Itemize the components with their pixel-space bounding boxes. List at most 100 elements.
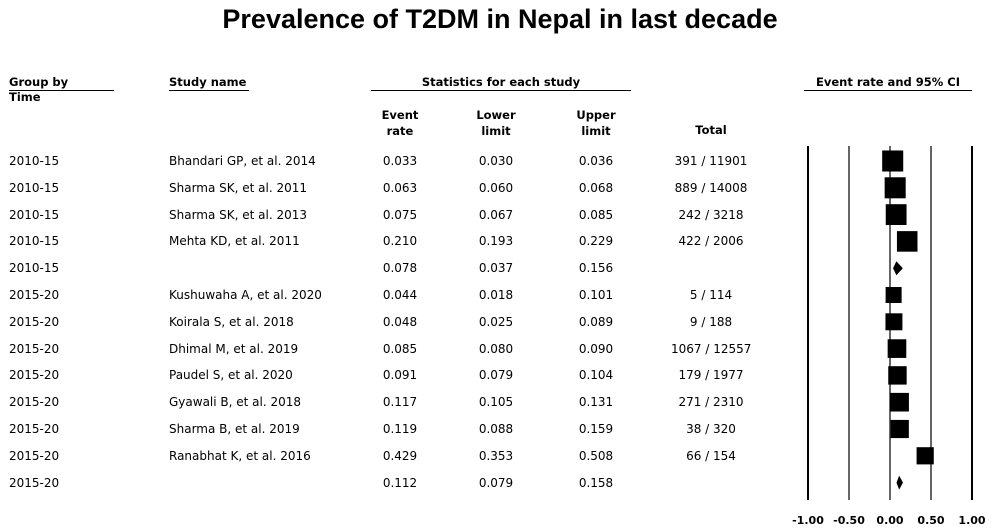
total-cell: 889 / 14008 xyxy=(674,180,748,195)
upper-limit-cell: 0.229 xyxy=(578,234,614,249)
event-rate-cell: 0.075 xyxy=(382,207,418,222)
lower-limit-header-line1: Lower xyxy=(476,108,516,122)
lower-limit-header-line2: limit xyxy=(481,124,511,138)
study-weight-square xyxy=(885,313,903,331)
lower-limit-cell: 0.067 xyxy=(478,207,514,222)
study-weight-square xyxy=(896,231,918,252)
upper-limit-cell: 0.158 xyxy=(578,475,614,490)
study-name-cell: Koirala S, et al. 2018 xyxy=(169,314,294,329)
total-cell: 66 / 154 xyxy=(686,448,736,463)
event-rate-cell: 0.063 xyxy=(382,180,418,195)
group-cell: 2015-20 xyxy=(9,368,60,383)
lower-limit-cell: 0.353 xyxy=(478,448,514,463)
lower-limit-cell: 0.037 xyxy=(478,261,514,276)
group-cell: 2015-20 xyxy=(9,341,60,356)
stats-header-label: Statistics for each study xyxy=(371,75,631,91)
lower-limit-cell: 0.080 xyxy=(478,341,514,356)
lower-limit-cell: 0.079 xyxy=(478,475,514,490)
study-weight-square xyxy=(885,204,907,225)
upper-limit-header: Upper limit xyxy=(566,107,626,139)
study-weight-square xyxy=(887,339,907,358)
group-header: Group by Time xyxy=(9,75,114,104)
event-rate-cell: 0.085 xyxy=(382,341,418,356)
lower-limit-cell: 0.060 xyxy=(478,180,514,195)
upper-limit-cell: 0.068 xyxy=(578,180,614,195)
study-name-cell: Sharma SK, et al. 2013 xyxy=(169,207,308,222)
x-tick-label: 1.00 xyxy=(958,514,986,527)
lower-limit-header: Lower limit xyxy=(466,107,526,139)
group-cell: 2010-15 xyxy=(9,154,60,168)
event-rate-cell: 0.117 xyxy=(382,395,418,410)
group-cell: 2015-20 xyxy=(9,422,60,436)
total-cell: 271 / 2310 xyxy=(678,395,744,410)
study-name-cell: Gyawali B, et al. 2018 xyxy=(169,395,302,410)
lower-limit-cell: 0.025 xyxy=(478,314,514,329)
event-rate-header-line1: Event xyxy=(381,108,419,122)
summary-diamond xyxy=(893,261,903,276)
group-header-line2: Time xyxy=(9,90,41,104)
study-weight-square xyxy=(882,150,904,172)
x-tick-label: 0.00 xyxy=(876,514,904,527)
lower-limit-cell: 0.018 xyxy=(478,288,514,302)
upper-limit-cell: 0.101 xyxy=(578,288,614,302)
summary-diamond xyxy=(896,475,903,490)
chart-title: Prevalence of T2DM in Nepal in last deca… xyxy=(222,4,778,34)
lower-limit-cell: 0.079 xyxy=(478,368,514,383)
total-cell: 242 / 3218 xyxy=(678,207,744,222)
upper-limit-cell: 0.090 xyxy=(578,341,614,356)
upper-limit-cell: 0.104 xyxy=(578,368,614,383)
total-cell: 38 / 320 xyxy=(686,422,736,436)
upper-limit-cell: 0.159 xyxy=(578,422,614,436)
lower-limit-cell: 0.030 xyxy=(478,154,514,168)
event-rate-cell: 0.048 xyxy=(382,314,418,329)
plot-header: Event rate and 95% CI xyxy=(804,75,972,91)
upper-limit-cell: 0.508 xyxy=(578,448,614,463)
study-name-cell: Mehta KD, et al. 2011 xyxy=(169,234,300,249)
upper-limit-cell: 0.036 xyxy=(578,154,614,168)
total-cell: 9 / 188 xyxy=(689,314,733,329)
study-name-cell: Sharma SK, et al. 2011 xyxy=(169,180,308,195)
event-rate-cell: 0.091 xyxy=(382,368,418,383)
study-name-cell: Ranabhat K, et al. 2016 xyxy=(169,448,311,463)
study-weight-square xyxy=(916,447,934,465)
group-cell: 2010-15 xyxy=(9,207,60,222)
lower-limit-cell: 0.193 xyxy=(478,234,514,249)
event-rate-cell: 0.078 xyxy=(382,261,418,276)
group-cell: 2015-20 xyxy=(9,395,60,410)
group-cell: 2015-20 xyxy=(9,448,60,463)
plot-header-label: Event rate and 95% CI xyxy=(804,75,972,91)
study-name-cell: Kushuwaha A, et al. 2020 xyxy=(169,288,322,302)
upper-limit-cell: 0.085 xyxy=(578,207,614,222)
x-tick-label: -1.00 xyxy=(792,514,824,527)
group-cell: 2010-15 xyxy=(9,261,60,276)
study-name-cell: Paudel S, et al. 2020 xyxy=(169,368,293,383)
group-cell: 2015-20 xyxy=(9,314,60,329)
study-name-cell: Sharma B, et al. 2019 xyxy=(169,422,300,436)
group-cell: 2010-15 xyxy=(9,180,60,195)
upper-limit-cell: 0.131 xyxy=(578,395,614,410)
study-weight-square xyxy=(890,392,909,412)
upper-limit-cell: 0.089 xyxy=(578,314,614,329)
event-rate-cell: 0.210 xyxy=(382,234,418,249)
study-name-cell: Bhandari GP, et al. 2014 xyxy=(169,154,316,168)
upper-limit-header-line1: Upper xyxy=(576,108,616,122)
stats-header: Statistics for each study xyxy=(371,75,631,91)
event-rate-header: Event rate xyxy=(370,107,430,139)
event-rate-cell: 0.044 xyxy=(382,288,418,302)
study-weight-square xyxy=(890,419,909,439)
event-rate-cell: 0.119 xyxy=(382,422,418,436)
group-header-line1: Group by xyxy=(9,75,114,91)
total-cell: 179 / 1977 xyxy=(678,368,744,383)
total-header: Total xyxy=(695,123,727,137)
study-header: Study name xyxy=(169,75,249,91)
total-cell: 5 / 114 xyxy=(689,288,733,302)
event-rate-cell: 0.033 xyxy=(382,154,418,168)
lower-limit-cell: 0.105 xyxy=(478,395,514,410)
study-header-label: Study name xyxy=(169,75,249,91)
total-cell: 391 / 11901 xyxy=(674,154,748,168)
event-rate-header-line2: rate xyxy=(386,124,414,138)
group-cell: 2015-20 xyxy=(9,475,60,490)
lower-limit-cell: 0.088 xyxy=(478,422,514,436)
x-tick-label: -0.50 xyxy=(833,514,865,527)
